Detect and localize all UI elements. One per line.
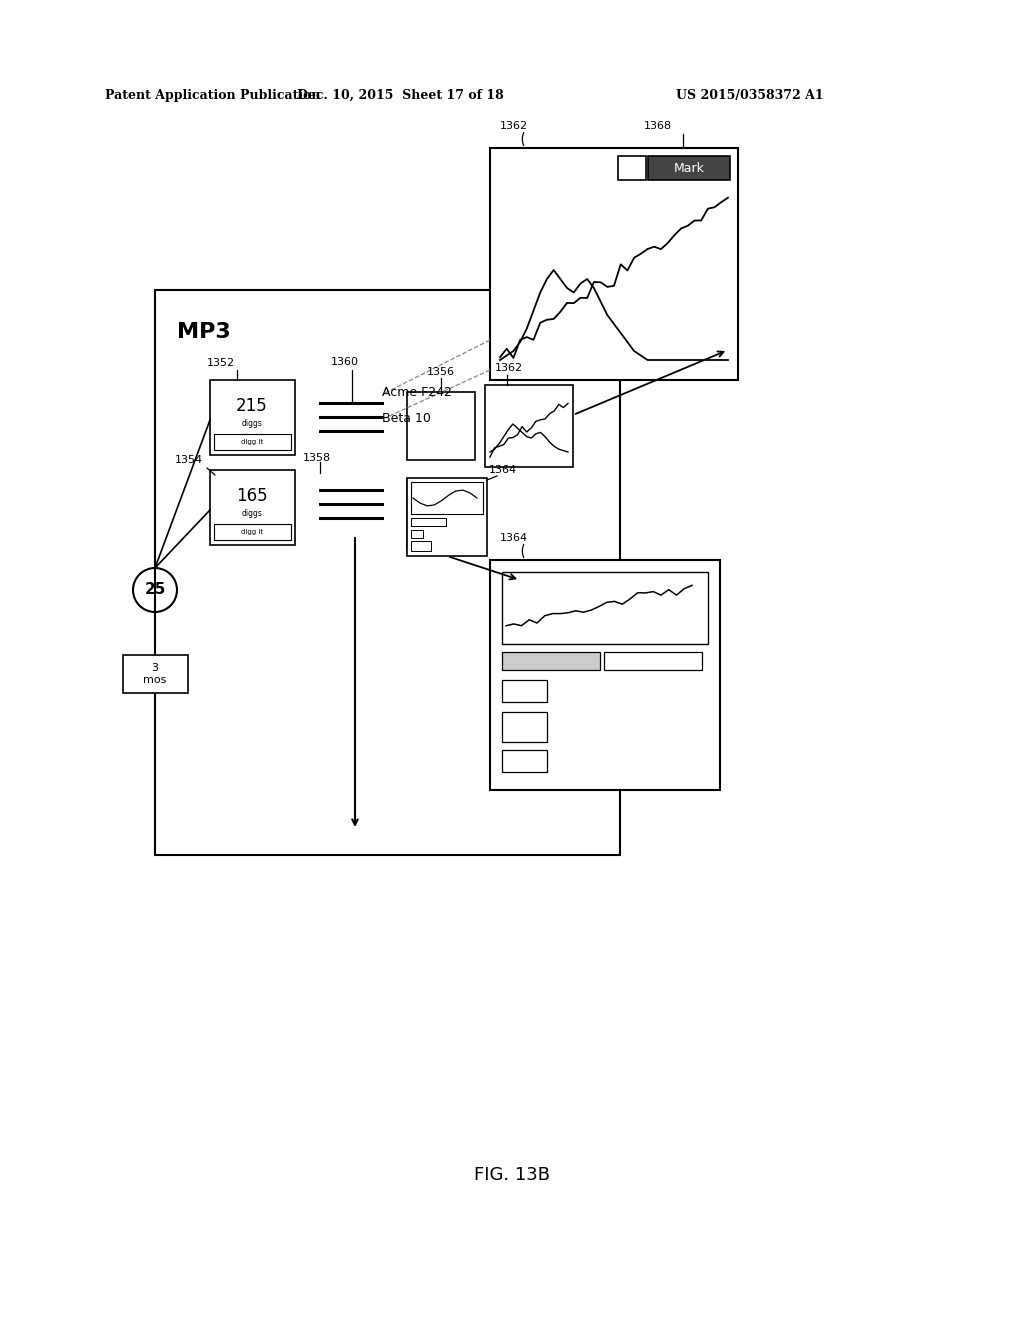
Text: digg it: digg it bbox=[241, 529, 263, 535]
Text: diggs: diggs bbox=[242, 510, 262, 519]
Text: 1364: 1364 bbox=[489, 465, 517, 475]
Bar bbox=[210, 380, 295, 455]
Bar bbox=[411, 531, 423, 539]
Text: 3
mos: 3 mos bbox=[143, 663, 167, 685]
Bar bbox=[411, 517, 446, 525]
Bar bbox=[618, 156, 646, 180]
Bar bbox=[407, 392, 475, 459]
Bar bbox=[155, 290, 620, 855]
Bar bbox=[411, 482, 483, 513]
Text: 1362: 1362 bbox=[495, 363, 523, 374]
Bar bbox=[407, 478, 487, 556]
Text: 1354: 1354 bbox=[175, 455, 203, 465]
Text: Beta 10: Beta 10 bbox=[382, 412, 431, 425]
Text: 1358: 1358 bbox=[303, 453, 331, 463]
Text: 215: 215 bbox=[237, 397, 268, 414]
Bar bbox=[407, 480, 475, 548]
Text: Dec. 10, 2015  Sheet 17 of 18: Dec. 10, 2015 Sheet 17 of 18 bbox=[297, 88, 504, 102]
Bar bbox=[502, 680, 547, 702]
Text: digg it: digg it bbox=[241, 440, 263, 445]
Text: 1368: 1368 bbox=[644, 121, 672, 131]
Bar bbox=[502, 711, 547, 742]
Bar bbox=[411, 517, 446, 525]
Bar bbox=[604, 652, 702, 671]
Text: 1364: 1364 bbox=[500, 533, 528, 543]
Text: MP3: MP3 bbox=[177, 322, 230, 342]
Text: 1360: 1360 bbox=[331, 356, 359, 367]
Text: Patent Application Publication: Patent Application Publication bbox=[105, 88, 321, 102]
Bar bbox=[490, 560, 720, 789]
Text: 25: 25 bbox=[144, 582, 166, 598]
Bar bbox=[485, 385, 573, 467]
Bar bbox=[648, 156, 730, 180]
Text: Acme F242: Acme F242 bbox=[382, 387, 452, 400]
Text: 1356: 1356 bbox=[427, 367, 455, 378]
Text: 1352: 1352 bbox=[207, 358, 236, 368]
Text: US 2015/0358372 A1: US 2015/0358372 A1 bbox=[676, 88, 824, 102]
Text: diggs: diggs bbox=[242, 420, 262, 429]
Bar bbox=[411, 541, 431, 550]
Bar bbox=[214, 524, 291, 540]
Bar bbox=[490, 148, 738, 380]
Bar bbox=[210, 470, 295, 545]
Bar bbox=[123, 655, 188, 693]
Bar bbox=[502, 652, 600, 671]
Text: Mark: Mark bbox=[674, 161, 705, 174]
Text: 1362: 1362 bbox=[500, 121, 528, 131]
Text: 165: 165 bbox=[237, 487, 268, 506]
Text: FIG. 13B: FIG. 13B bbox=[474, 1166, 550, 1184]
Bar bbox=[214, 434, 291, 450]
Bar bbox=[502, 572, 708, 644]
Bar bbox=[502, 750, 547, 772]
